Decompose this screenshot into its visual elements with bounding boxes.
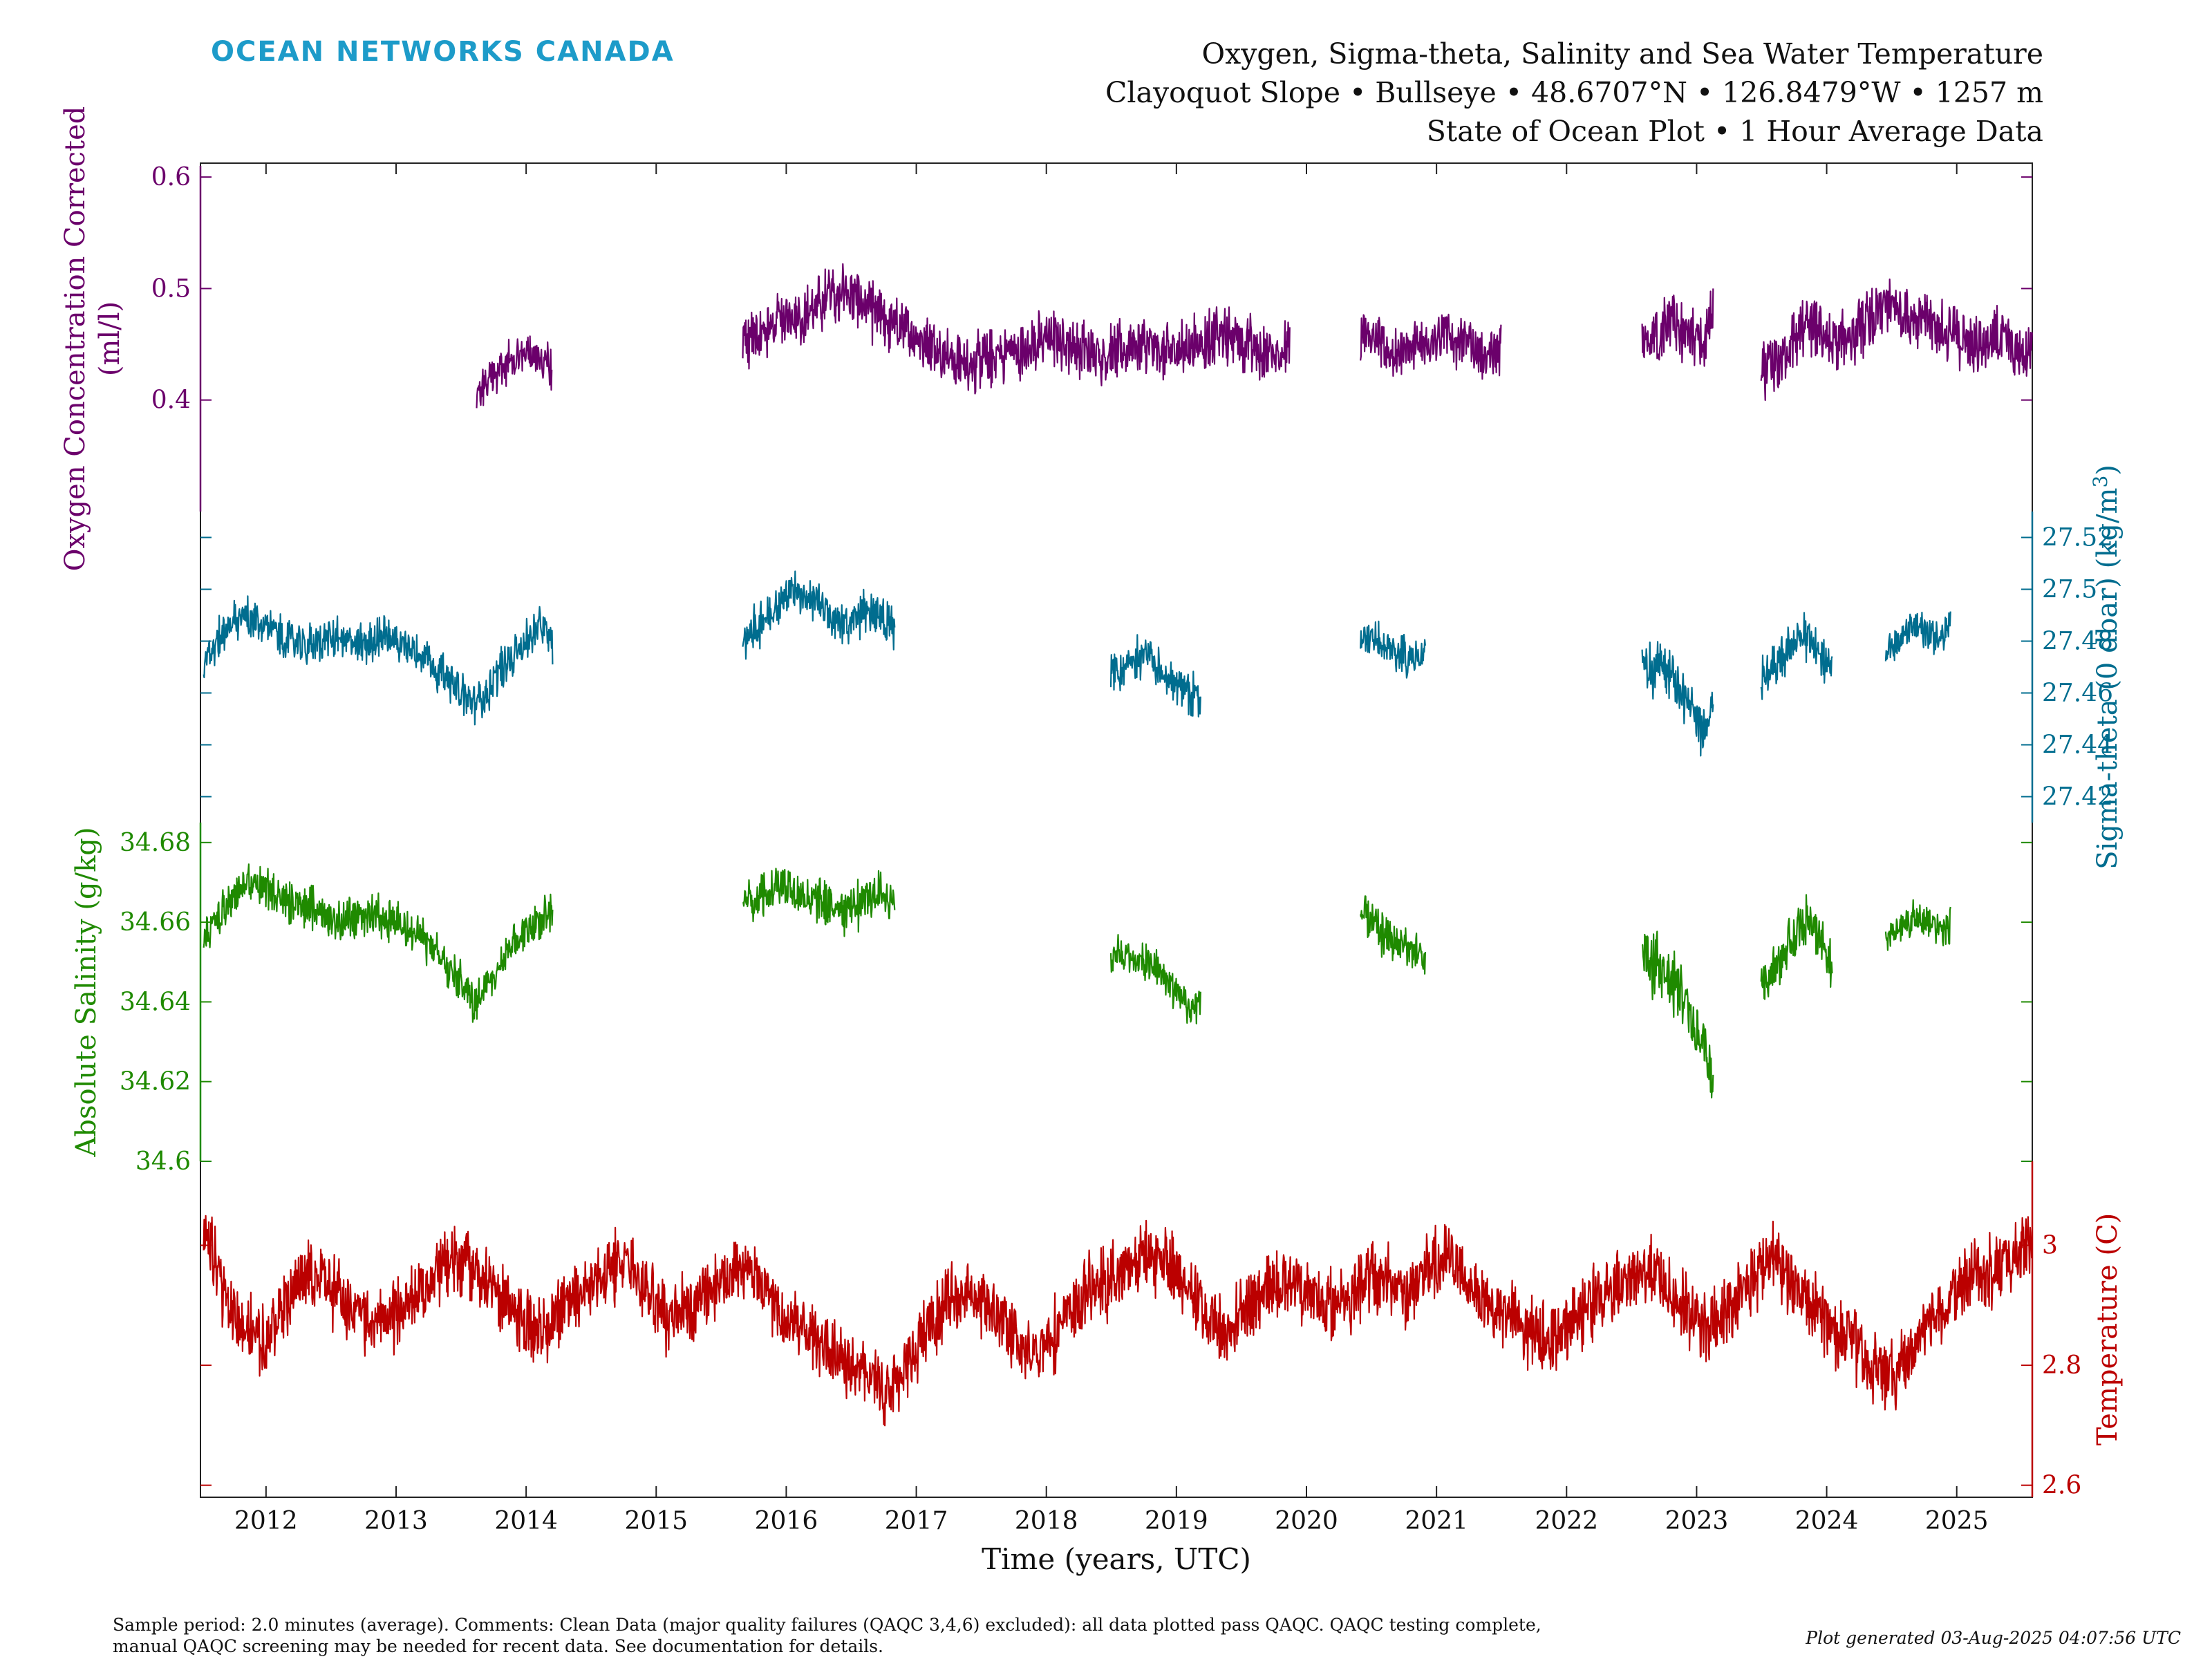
plot-area: 2012 2013 2014 2015 2016 2017 2018 2019 2020 2021… xyxy=(59,106,2124,1576)
plot-subtitle: State of Ocean Plot • 1 Hour Average Dat… xyxy=(1426,115,2043,148)
sigma-axis-label-end: ) xyxy=(2092,465,2124,476)
temperature-tick-label: 2.6 xyxy=(2042,1472,2081,1500)
x-tick-label: 2025 xyxy=(1925,1507,1989,1535)
x-axis-label: Time (years, UTC) xyxy=(982,1542,1251,1576)
footer-comments: Sample period: 2.0 minutes (average). Co… xyxy=(113,1614,1541,1657)
x-tick-label: 2015 xyxy=(624,1507,688,1535)
salinity-tick-label: 34.68 xyxy=(120,829,191,857)
oxygen-series-segment xyxy=(1760,278,2034,402)
plot-generated-timestamp: Plot generated 03-Aug-2025 04:07:56 UTC xyxy=(1806,1628,2181,1648)
sigma-tick-label: 27.44 xyxy=(2042,731,2113,760)
x-tick-label: 2022 xyxy=(1535,1507,1598,1535)
x-tick-label: 2016 xyxy=(755,1507,818,1535)
sigma-tick-label: 27.52 xyxy=(2042,524,2113,552)
x-tick-label: 2014 xyxy=(494,1507,558,1535)
sigma-axis-label: Sigma-theta (0 dbar) (kg/m3) xyxy=(2089,465,2124,870)
x-tick-label: 2023 xyxy=(1665,1507,1729,1535)
salinity-tick-label: 34.6 xyxy=(135,1147,191,1176)
sigma-tick-label: 27.42 xyxy=(2042,783,2113,812)
brand-logo-text: OCEAN NETWORKS CANADA xyxy=(211,36,675,68)
plot-location: Clayoquot Slope • Bullseye • 48.6707°N •… xyxy=(1105,76,2043,109)
x-tick-label: 2019 xyxy=(1145,1507,1208,1535)
oxygen-series-segment xyxy=(1360,313,1502,380)
plot-title: Oxygen, Sigma-theta, Salinity and Sea Wa… xyxy=(1201,37,2043,71)
sigma-series-segment xyxy=(1884,611,1951,662)
salinity-series-segment xyxy=(742,868,896,937)
oxygen-series-segment xyxy=(1641,288,1714,367)
sigma-series-segment xyxy=(1641,641,1714,757)
salinity-series-segment xyxy=(203,863,554,1023)
footer-comment-line: manual QAQC screening may be needed for … xyxy=(113,1636,883,1656)
x-tick-label: 2021 xyxy=(1405,1507,1468,1535)
sigma-series-segment xyxy=(203,595,554,726)
x-tick-label: 2018 xyxy=(1015,1507,1078,1535)
oxygen-tick-label: 0.6 xyxy=(151,163,191,191)
salinity-tick-label: 34.62 xyxy=(120,1068,191,1096)
footer-comment-line: Sample period: 2.0 minutes (average). Co… xyxy=(113,1615,1541,1635)
sigma-tick-label: 27.46 xyxy=(2042,679,2113,708)
sigma-series-segment xyxy=(1760,612,1833,700)
x-tick-label: 2024 xyxy=(1795,1507,1859,1535)
plot-title-block: Oxygen, Sigma-theta, Salinity and Sea Wa… xyxy=(1105,35,2043,151)
salinity-series-segment xyxy=(1360,895,1426,975)
oxygen-series-segment xyxy=(476,335,553,409)
sigma-tick-label: 27.5 xyxy=(2042,576,2097,604)
x-tick-label: 2013 xyxy=(364,1507,428,1535)
temperature-series-segment xyxy=(203,1215,2033,1427)
temperature-tick-label: 3 xyxy=(2042,1232,2058,1260)
salinity-tick-label: 34.64 xyxy=(120,988,191,1016)
salinity-tick-label: 34.66 xyxy=(120,908,191,937)
temperature-axis-label: Temperature (C) xyxy=(2092,1213,2124,1446)
sigma-series-segment xyxy=(1360,620,1426,679)
sigma-series-segment xyxy=(1109,634,1201,718)
oxygen-series-segment xyxy=(742,263,1291,395)
x-tick-label: 2012 xyxy=(234,1507,298,1535)
salinity-series-segment xyxy=(1760,894,1833,1000)
sigma-series-segment xyxy=(742,570,896,660)
oxygen-tick-label: 0.5 xyxy=(151,274,191,303)
oxygen-axis-label-line: Oxygen Concentration Corrected xyxy=(59,106,91,572)
sigma-axis-label-superscript: 3 xyxy=(2089,476,2112,488)
sigma-tick-label: 27.48 xyxy=(2042,628,2113,656)
temperature-tick-label: 2.8 xyxy=(2042,1351,2081,1380)
x-tick-label: 2017 xyxy=(885,1507,948,1535)
salinity-series-segment xyxy=(1109,934,1201,1024)
salinity-series-segment xyxy=(1884,899,1951,951)
oxygen-axis-label: Oxygen Concentration Corrected (ml/l) xyxy=(59,106,126,572)
oxygen-axis-label-line: (ml/l) xyxy=(94,301,126,376)
salinity-series-segment xyxy=(1641,930,1714,1099)
salinity-axis-label: Absolute Salinity (g/kg) xyxy=(71,827,102,1157)
x-tick-label: 2020 xyxy=(1275,1507,1338,1535)
oxygen-tick-label: 0.4 xyxy=(151,386,191,415)
